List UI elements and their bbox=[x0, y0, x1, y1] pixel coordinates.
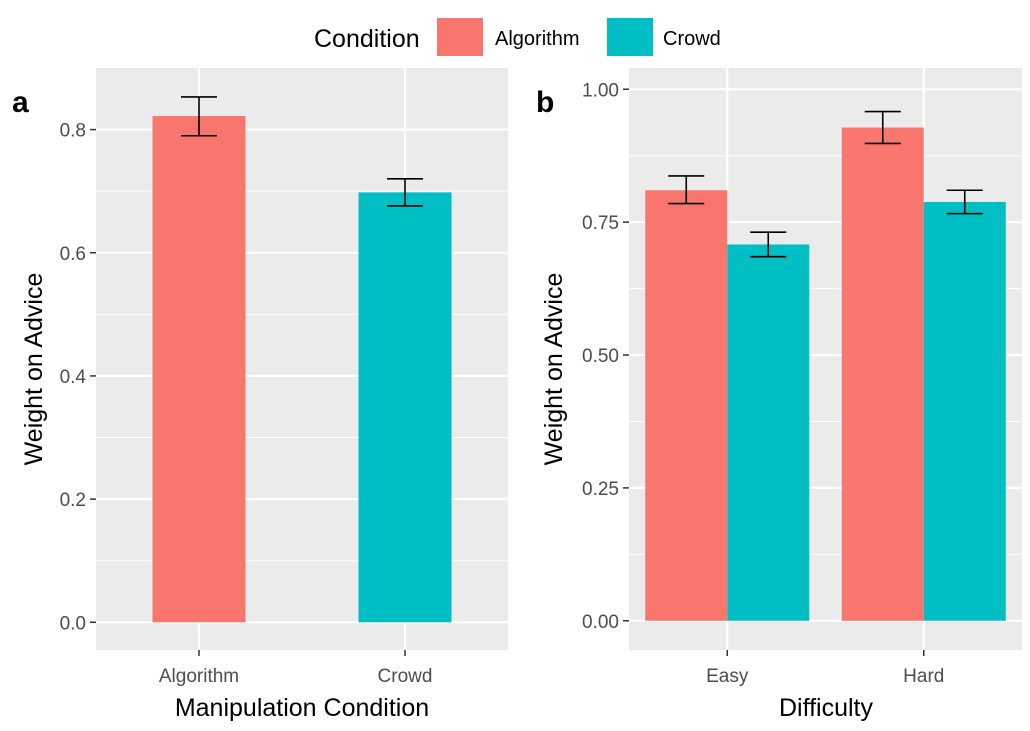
x-tick-label-crowd: Crowd bbox=[378, 666, 433, 687]
error-bars-b bbox=[668, 110, 983, 258]
bar-easy-crowd bbox=[727, 244, 810, 621]
y-tick-label-b: 0.50 bbox=[582, 346, 619, 367]
y-tick-label-a: 0.2 bbox=[60, 490, 86, 511]
bar-crowd bbox=[358, 192, 452, 623]
y-tick-label-a: 0.0 bbox=[60, 613, 86, 634]
bars-a bbox=[152, 116, 452, 623]
legend-label-algorithm: Algorithm bbox=[495, 28, 579, 50]
y-tick-label-a: 0.4 bbox=[60, 367, 87, 388]
y-ticks-a: 0.0 0.2 0.4 0.6 0.8 bbox=[60, 121, 96, 634]
legend-swatch-crowd bbox=[607, 18, 653, 56]
panel-tag-b: b bbox=[536, 86, 554, 119]
legend-swatch-algorithm bbox=[437, 18, 483, 56]
y-ticks-b: 0.00 0.25 0.50 0.75 1.00 bbox=[582, 80, 629, 633]
y-tick-label-b: 0.75 bbox=[582, 213, 619, 234]
y-tick-label-a: 0.6 bbox=[60, 244, 86, 265]
x-ticks-a: Algorithm Crowd bbox=[159, 650, 433, 687]
error-bars-a bbox=[181, 96, 423, 207]
x-axis-title-b: Difficulty bbox=[779, 694, 874, 722]
y-tick-label-b: 0.00 bbox=[582, 612, 619, 633]
y-tick-label-b: 1.00 bbox=[582, 80, 619, 101]
x-tick-label-easy: Easy bbox=[706, 666, 749, 687]
panel-b: b 0.00 0.25 0.50 0.75 1.00 Easy Hard Difficul… bbox=[536, 68, 1022, 722]
y-tick-label-a: 0.8 bbox=[60, 121, 86, 142]
y-axis-title-b: Weight on Advice bbox=[540, 273, 568, 466]
bar-algorithm bbox=[152, 116, 246, 623]
legend: Condition Algorithm Crowd bbox=[314, 18, 721, 56]
bars-b bbox=[645, 127, 1006, 621]
y-tick-label-b: 0.25 bbox=[582, 479, 619, 500]
bar-easy-algorithm bbox=[645, 190, 728, 621]
x-axis-title-a: Manipulation Condition bbox=[175, 694, 429, 722]
legend-label-crowd: Crowd bbox=[663, 28, 721, 50]
x-tick-label-hard: Hard bbox=[903, 666, 944, 687]
legend-title: Condition bbox=[314, 25, 420, 53]
x-tick-label-algorithm: Algorithm bbox=[159, 666, 239, 687]
x-ticks-b: Easy Hard bbox=[706, 650, 944, 687]
bar-hard-algorithm bbox=[841, 127, 924, 621]
panel-tag-a: a bbox=[12, 86, 29, 119]
panel-a: a 0.0 0.2 0.4 0.6 0.8 Algorithm Crowd Manipul… bbox=[12, 68, 508, 722]
bar-hard-crowd bbox=[923, 201, 1006, 621]
y-axis-title-a: Weight on Advice bbox=[20, 273, 48, 466]
